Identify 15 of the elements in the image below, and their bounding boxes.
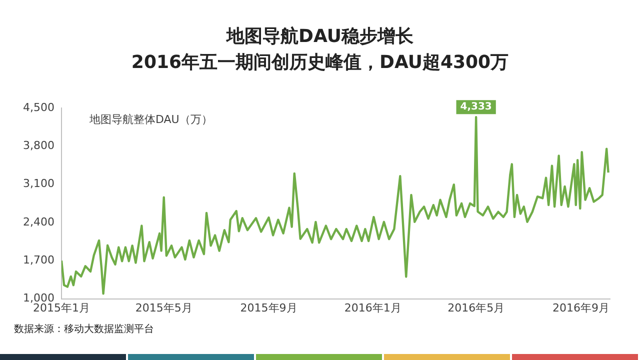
y-tick-label: 3,800 [22, 139, 54, 152]
annotation: 4,333 [460, 102, 492, 113]
x-tick-label: 2015年5月 [135, 301, 192, 314]
y-tick-label: 3,100 [22, 177, 54, 190]
y-tick-label: 4,500 [22, 100, 54, 114]
source-note: 数据来源：移动大数据监测平台 [14, 322, 154, 336]
chart-title: 地图导航DAU稳步增长 [225, 25, 414, 48]
chart-subtitle: 2016年五一期间创历史峰值，DAU超4300万 [130, 51, 510, 74]
y-tick-label: 1,700 [22, 254, 54, 266]
y-axis-title: 地图导航整体DAU（万） [88, 112, 212, 126]
x-tick-label: 2016年5月 [448, 301, 505, 314]
x-tick-label: 2016年1月 [344, 301, 402, 314]
x-tick-label: 2016年9月 [552, 301, 610, 314]
y-tick-label: 2,400 [22, 215, 54, 228]
x-tick-label: 2015年9月 [240, 301, 298, 314]
